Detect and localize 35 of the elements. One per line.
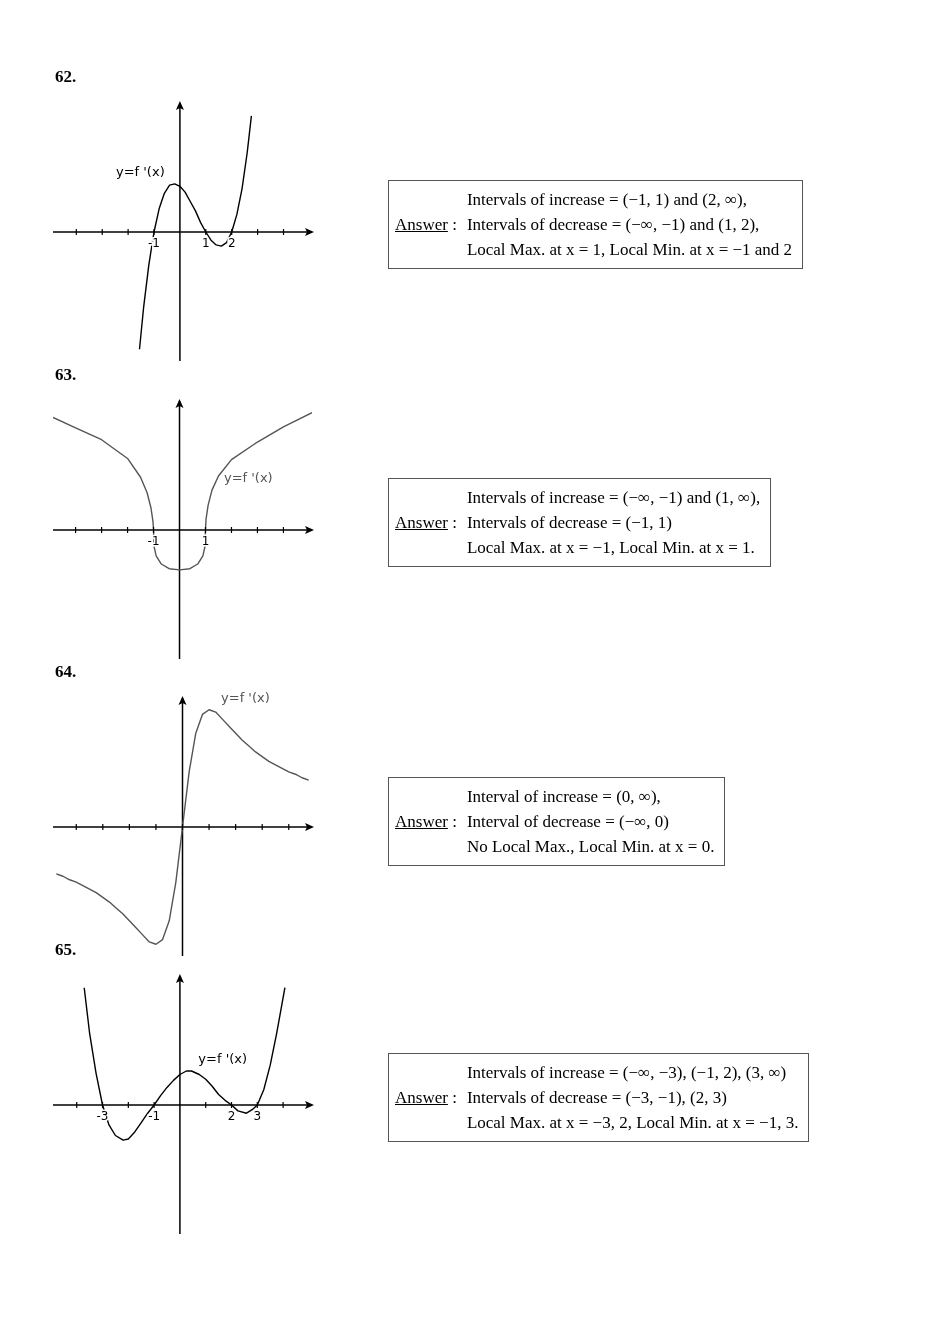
x-tick-label: -1 <box>148 1109 161 1123</box>
series-label: y=f '(x) <box>198 1050 248 1066</box>
text: Intervals of decrease = (−∞, −1) and (1, 2), <box>466 214 761 236</box>
x-tick-label: -1 <box>147 534 160 548</box>
text: No Local Max., Local Min. at x = 0. <box>466 836 715 858</box>
series-label: y=f '(x) <box>116 163 165 179</box>
chart-title: 62. <box>55 67 77 87</box>
chart-title: 64. <box>55 662 77 682</box>
text: Local Max. at x = 1, Local Min. at x = −1 and 2 <box>466 239 793 261</box>
text: Answer <box>395 513 448 532</box>
text: Answer <box>395 215 448 234</box>
text: Intervals of decrease = (−3, −1), (2, 3) <box>466 1087 728 1109</box>
text: : <box>451 812 457 831</box>
x-tick-label: 2 <box>227 236 236 250</box>
text: : <box>451 1088 457 1107</box>
x-tick-label: 1 <box>201 534 210 548</box>
text: Intervals of decrease = (−1, 1) <box>466 512 673 534</box>
x-tick-label: 2 <box>227 1109 236 1123</box>
x-tick-label: 1 <box>201 236 210 250</box>
text: Intervals of increase = (−∞, −1) and (1, ∞), <box>466 487 761 509</box>
text: Local Max. at x = −3, 2, Local Min. at x = −1, 3. <box>466 1112 799 1134</box>
chart-title: 63. <box>55 365 77 385</box>
text: Answer <box>395 812 448 831</box>
text: Interval of decrease = (−∞, 0) <box>466 811 670 833</box>
text: Local Max. at x = −1, Local Min. at x = 1. <box>466 537 756 559</box>
text: : <box>451 215 457 234</box>
chart-title: 65. <box>55 940 77 960</box>
text: Answer <box>395 1088 448 1107</box>
text: Intervals of increase = (−1, 1) and (2, ∞), <box>466 189 748 211</box>
text: Intervals of increase = (−∞, −3), (−1, 2), (3, ∞) <box>466 1062 788 1084</box>
series-label: y=f '(x) <box>223 470 273 486</box>
text: Interval of increase = (0, ∞), <box>466 786 662 808</box>
x-tick-label: 3 <box>253 1109 262 1123</box>
series-label: y=f '(x) <box>221 689 270 705</box>
text: : <box>451 513 457 532</box>
